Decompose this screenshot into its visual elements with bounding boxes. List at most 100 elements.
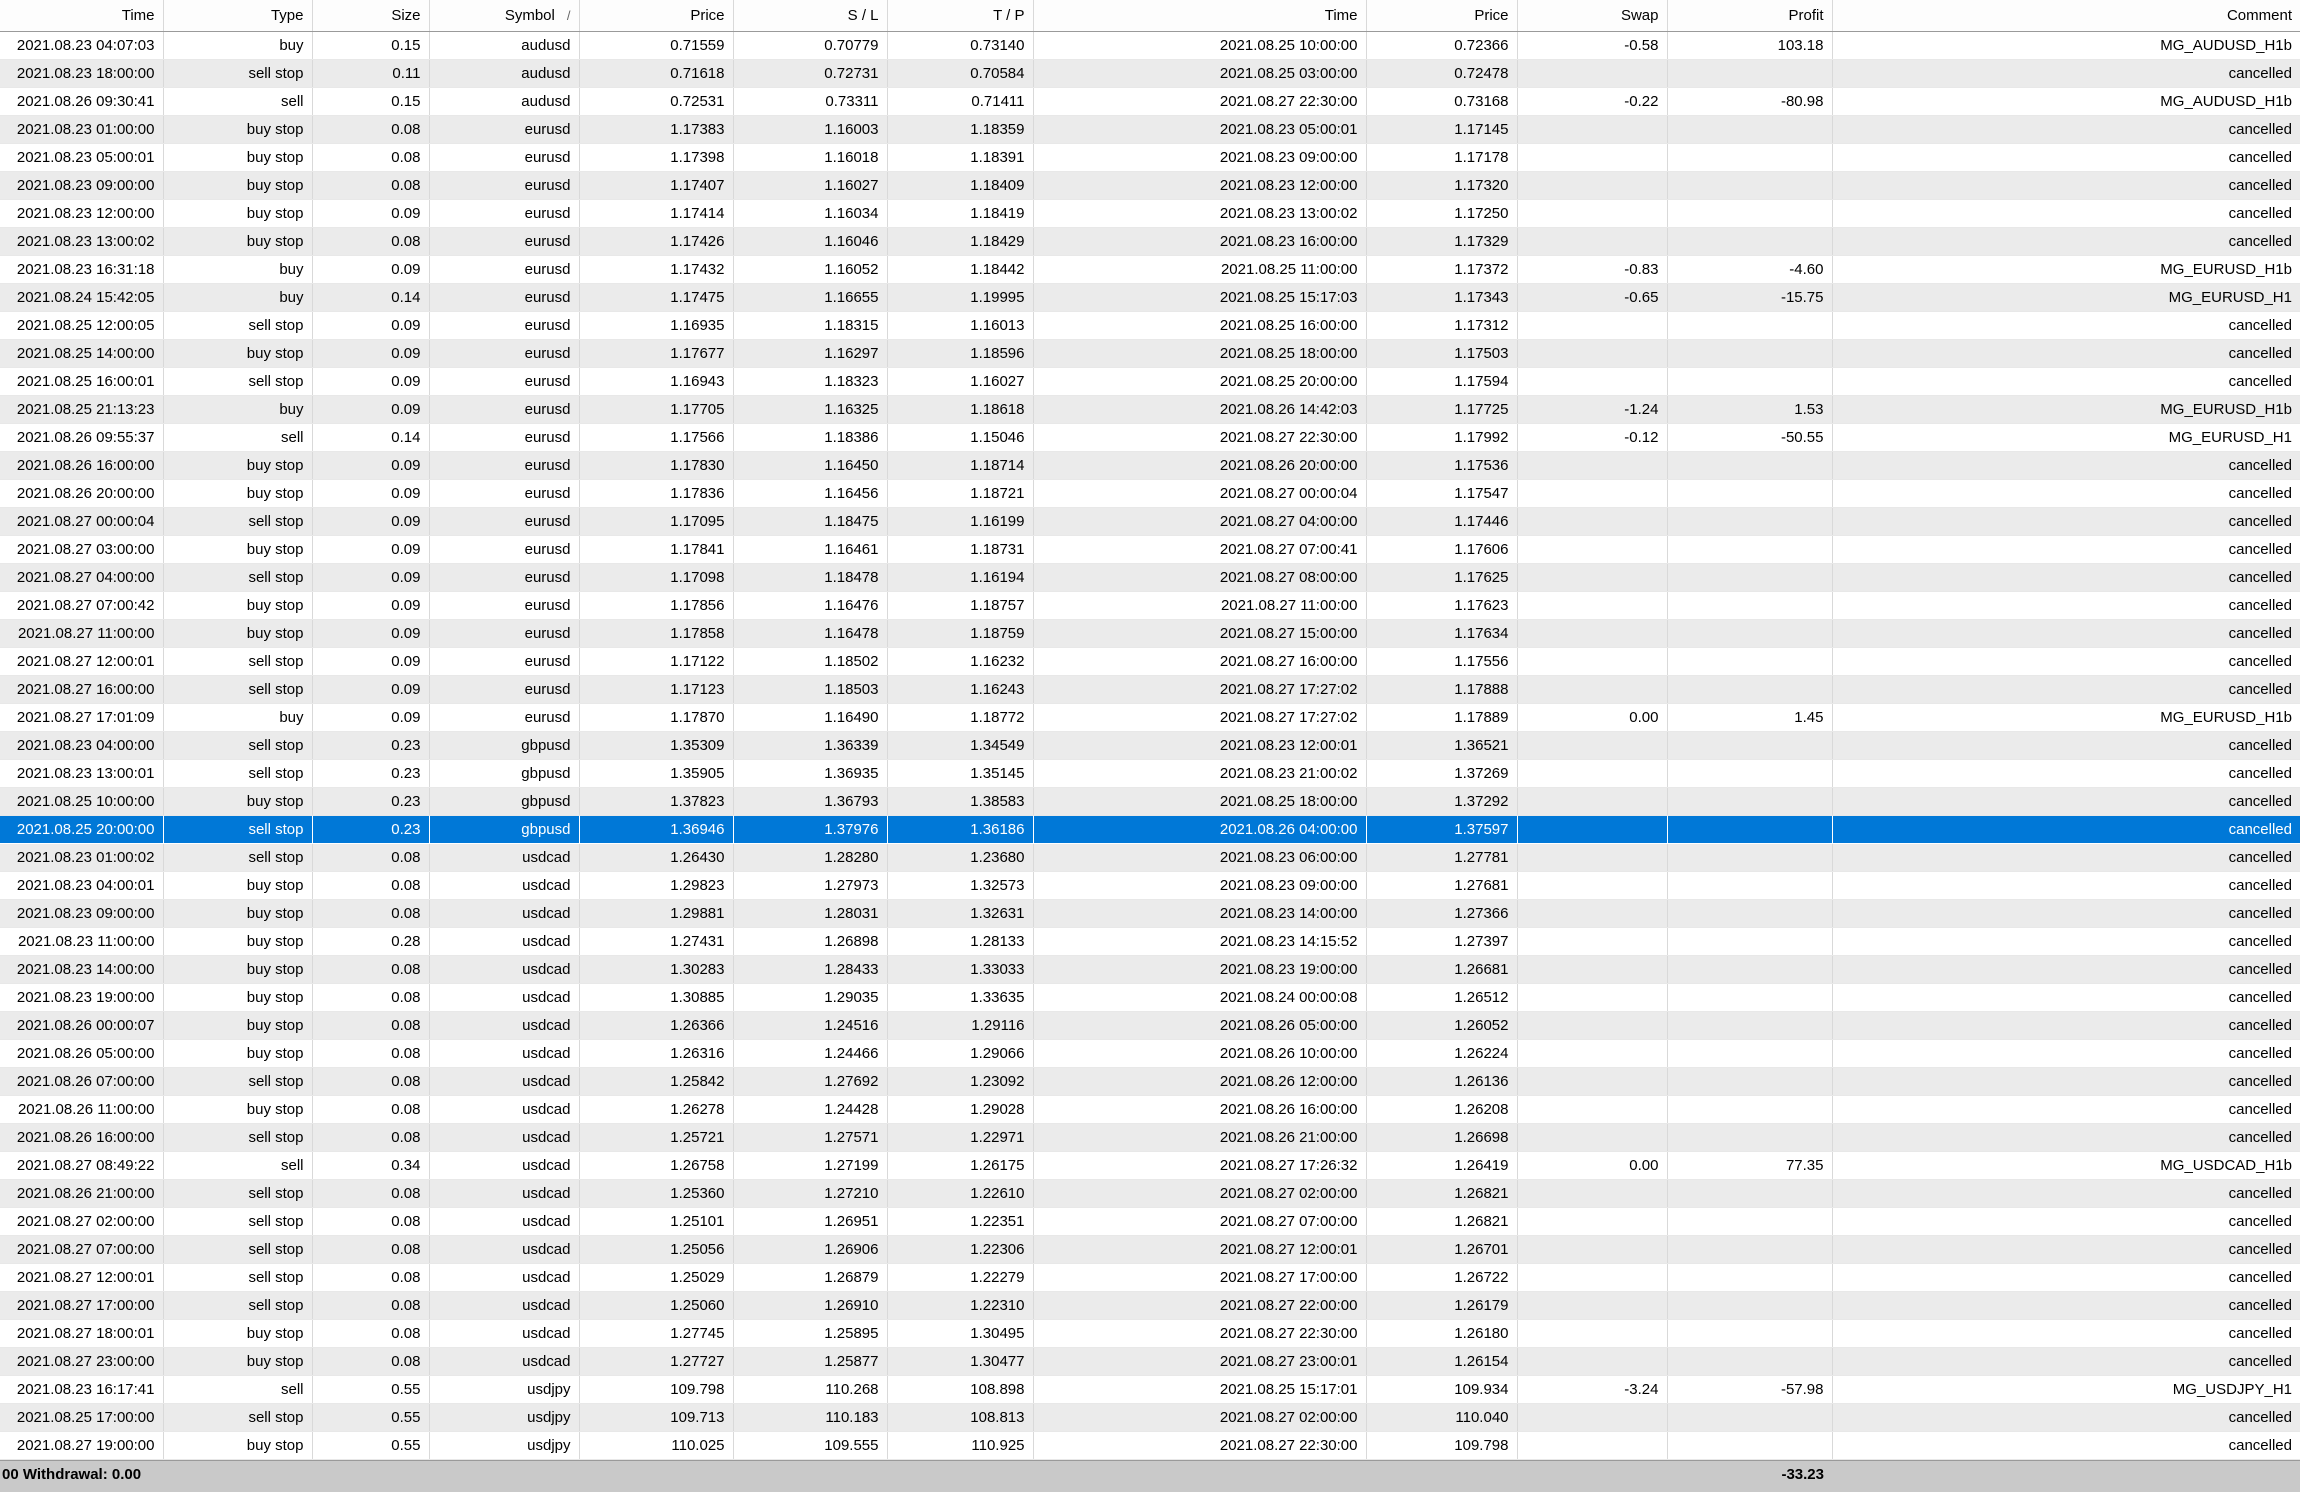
cell	[1517, 1067, 1668, 1096]
table-row[interactable]: 2021.08.26 09:55:37 sell 0.14 eurusd 1.17566…	[0, 423, 2300, 452]
column-header-comment[interactable]: Comment	[1832, 0, 2300, 32]
table-row[interactable]: 2021.08.23 04:00:00 sell stop 0.23 gbpusd 1.…	[0, 731, 2300, 760]
cell: 1.26722	[1366, 1263, 1518, 1292]
column-header-price[interactable]: Price	[579, 0, 734, 32]
cell: 1.36793	[733, 787, 888, 816]
table-row[interactable]: 2021.08.25 12:00:05 sell stop 0.09 eurusd 1.…	[0, 311, 2300, 340]
table-row[interactable]: 2021.08.23 13:00:02 buy stop 0.08 eurusd 1.1…	[0, 227, 2300, 256]
table-row[interactable]: 2021.08.27 08:49:22 sell 0.34 usdcad 1.26758…	[0, 1151, 2300, 1180]
table-row[interactable]: 2021.08.25 20:00:00 sell stop 0.23 gbpusd 1.…	[0, 815, 2300, 843]
table-row[interactable]: 2021.08.27 00:00:04 sell stop 0.09 eurusd 1.…	[0, 507, 2300, 536]
cell: eurusd	[429, 143, 580, 172]
cell: 2021.08.26 14:42:03	[1033, 395, 1367, 424]
table-row[interactable]: 2021.08.27 07:00:42 buy stop 0.09 eurusd 1.1…	[0, 591, 2300, 620]
table-row[interactable]: 2021.08.25 16:00:01 sell stop 0.09 eurusd 1.…	[0, 367, 2300, 396]
column-header-label: Price	[690, 6, 725, 24]
cell: 2021.08.25 11:00:00	[1033, 255, 1367, 284]
table-row[interactable]: 2021.08.27 11:00:00 buy stop 0.09 eurusd 1.1…	[0, 619, 2300, 648]
cell: MG_EURUSD_H1b	[1832, 255, 2300, 284]
cell: 1.17312	[1366, 311, 1518, 340]
table-row[interactable]: 2021.08.27 17:01:09 buy 0.09 eurusd 1.17870 1…	[0, 703, 2300, 732]
cell: usdcad	[429, 1011, 580, 1040]
column-header-profit[interactable]: Profit	[1667, 0, 1833, 32]
table-row[interactable]: 2021.08.23 16:31:18 buy 0.09 eurusd 1.17432 1…	[0, 255, 2300, 284]
table-row[interactable]: 2021.08.24 15:42:05 buy 0.14 eurusd 1.17475 1…	[0, 283, 2300, 312]
column-header-type[interactable]: Type	[163, 0, 313, 32]
cell: 1.17623	[1366, 591, 1518, 620]
table-row[interactable]: 2021.08.26 16:00:00 sell stop 0.08 usdcad 1.…	[0, 1123, 2300, 1152]
table-row[interactable]: 2021.08.27 12:00:01 sell stop 0.09 eurusd 1.…	[0, 647, 2300, 676]
column-header-symbol[interactable]: Symbol /	[429, 0, 580, 32]
table-row[interactable]: 2021.08.25 14:00:00 buy stop 0.09 eurusd 1.1…	[0, 339, 2300, 368]
column-header-t-p[interactable]: T / P	[887, 0, 1034, 32]
cell: 1.18772	[887, 703, 1034, 732]
cell: 1.22351	[887, 1207, 1034, 1236]
table-row[interactable]: 2021.08.23 04:07:03 buy 0.15 audusd 0.71559 0…	[0, 31, 2300, 60]
column-header-price[interactable]: Price	[1366, 0, 1518, 32]
table-row[interactable]: 2021.08.26 07:00:00 sell stop 0.08 usdcad 1.…	[0, 1067, 2300, 1096]
cell: 2021.08.27 22:30:00	[1033, 87, 1367, 116]
table-row[interactable]: 2021.08.23 04:00:01 buy stop 0.08 usdcad 1.2…	[0, 871, 2300, 900]
cell: 1.17606	[1366, 535, 1518, 564]
cell: 1.26430	[579, 843, 734, 872]
column-header-swap[interactable]: Swap	[1517, 0, 1668, 32]
cell: 2021.08.27 00:00:04	[1033, 479, 1367, 508]
table-row[interactable]: 2021.08.23 01:00:02 sell stop 0.08 usdcad 1.…	[0, 843, 2300, 872]
table-row[interactable]: 2021.08.26 11:00:00 buy stop 0.08 usdcad 1.2…	[0, 1095, 2300, 1124]
table-row[interactable]: 2021.08.27 19:00:00 buy stop 0.55 usdjpy 110…	[0, 1431, 2300, 1460]
table-row[interactable]: 2021.08.27 16:00:00 sell stop 0.09 eurusd 1.…	[0, 675, 2300, 704]
table-row[interactable]: 2021.08.26 09:30:41 sell 0.15 audusd 0.72531…	[0, 87, 2300, 116]
cell	[1667, 1095, 1833, 1124]
table-row[interactable]: 2021.08.25 17:00:00 sell stop 0.55 usdjpy 10…	[0, 1403, 2300, 1432]
table-row[interactable]: 2021.08.23 11:00:00 buy stop 0.28 usdcad 1.2…	[0, 927, 2300, 956]
table-row[interactable]: 2021.08.23 19:00:00 buy stop 0.08 usdcad 1.3…	[0, 983, 2300, 1012]
cell: 2021.08.27 03:00:00	[0, 535, 164, 564]
cell: 2021.08.25 16:00:01	[0, 367, 164, 396]
table-row[interactable]: 2021.08.27 18:00:01 buy stop 0.08 usdcad 1.2…	[0, 1319, 2300, 1348]
cell: sell	[163, 1151, 313, 1180]
table-row[interactable]: 2021.08.23 16:17:41 sell 0.55 usdjpy 109.798…	[0, 1375, 2300, 1404]
table-row[interactable]: 2021.08.23 18:00:00 sell stop 0.11 audusd 0.…	[0, 59, 2300, 88]
table-row[interactable]: 2021.08.27 23:00:00 buy stop 0.08 usdcad 1.2…	[0, 1347, 2300, 1376]
cell: 108.813	[887, 1403, 1034, 1432]
table-row[interactable]: 2021.08.26 00:00:07 buy stop 0.08 usdcad 1.2…	[0, 1011, 2300, 1040]
table-row[interactable]: 2021.08.23 09:00:00 buy stop 0.08 usdcad 1.2…	[0, 899, 2300, 928]
cell: 2021.08.27 04:00:00	[1033, 507, 1367, 536]
table-row[interactable]: 2021.08.26 20:00:00 buy stop 0.09 eurusd 1.1…	[0, 479, 2300, 508]
table-row[interactable]: 2021.08.23 14:00:00 buy stop 0.08 usdcad 1.3…	[0, 955, 2300, 984]
cell: 2021.08.27 00:00:04	[0, 507, 164, 536]
column-header-size[interactable]: Size	[312, 0, 430, 32]
cell: 1.26224	[1366, 1039, 1518, 1068]
table-row[interactable]: 2021.08.27 03:00:00 buy stop 0.09 eurusd 1.1…	[0, 535, 2300, 564]
table-row[interactable]: 2021.08.26 21:00:00 sell stop 0.08 usdcad 1.…	[0, 1179, 2300, 1208]
table-row[interactable]: 2021.08.23 05:00:01 buy stop 0.08 eurusd 1.1…	[0, 143, 2300, 172]
table-row[interactable]: 2021.08.27 12:00:01 sell stop 0.08 usdcad 1.…	[0, 1263, 2300, 1292]
table-row[interactable]: 2021.08.25 10:00:00 buy stop 0.23 gbpusd 1.3…	[0, 787, 2300, 816]
cell: 103.18	[1667, 31, 1833, 60]
table-row[interactable]: 2021.08.26 16:00:00 buy stop 0.09 eurusd 1.1…	[0, 451, 2300, 480]
cell: audusd	[429, 59, 580, 88]
cell: -0.22	[1517, 87, 1668, 116]
table-row[interactable]: 2021.08.23 13:00:01 sell stop 0.23 gbpusd 1.…	[0, 759, 2300, 788]
cell: 2021.08.23 19:00:00	[0, 983, 164, 1012]
column-header-s-l[interactable]: S / L	[733, 0, 888, 32]
table-row[interactable]: 2021.08.27 17:00:00 sell stop 0.08 usdcad 1.…	[0, 1291, 2300, 1320]
table-row[interactable]: 2021.08.23 12:00:00 buy stop 0.09 eurusd 1.1…	[0, 199, 2300, 228]
sort-ascending-icon: /	[566, 7, 571, 23]
table-row[interactable]: 2021.08.27 02:00:00 sell stop 0.08 usdcad 1.…	[0, 1207, 2300, 1236]
table-row[interactable]: 2021.08.25 21:13:23 buy 0.09 eurusd 1.17705 1…	[0, 395, 2300, 424]
cell: 2021.08.27 08:49:22	[0, 1151, 164, 1180]
table-row[interactable]: 2021.08.23 09:00:00 buy stop 0.08 eurusd 1.1…	[0, 171, 2300, 200]
cell: 1.25360	[579, 1179, 734, 1208]
column-header-time[interactable]: Time	[1033, 0, 1367, 32]
cell: 1.26278	[579, 1095, 734, 1124]
table-row[interactable]: 2021.08.26 05:00:00 buy stop 0.08 usdcad 1.2…	[0, 1039, 2300, 1068]
cell: 1.18618	[887, 395, 1034, 424]
table-row[interactable]: 2021.08.27 07:00:00 sell stop 0.08 usdcad 1.…	[0, 1235, 2300, 1264]
cell: -0.83	[1517, 255, 1668, 284]
cell: 2021.08.27 19:00:00	[0, 1431, 164, 1460]
column-header-label: Type	[270, 6, 304, 24]
table-row[interactable]: 2021.08.23 01:00:00 buy stop 0.08 eurusd 1.1…	[0, 115, 2300, 144]
table-row[interactable]: 2021.08.27 04:00:00 sell stop 0.09 eurusd 1.…	[0, 563, 2300, 592]
column-header-time[interactable]: Time	[0, 0, 164, 32]
